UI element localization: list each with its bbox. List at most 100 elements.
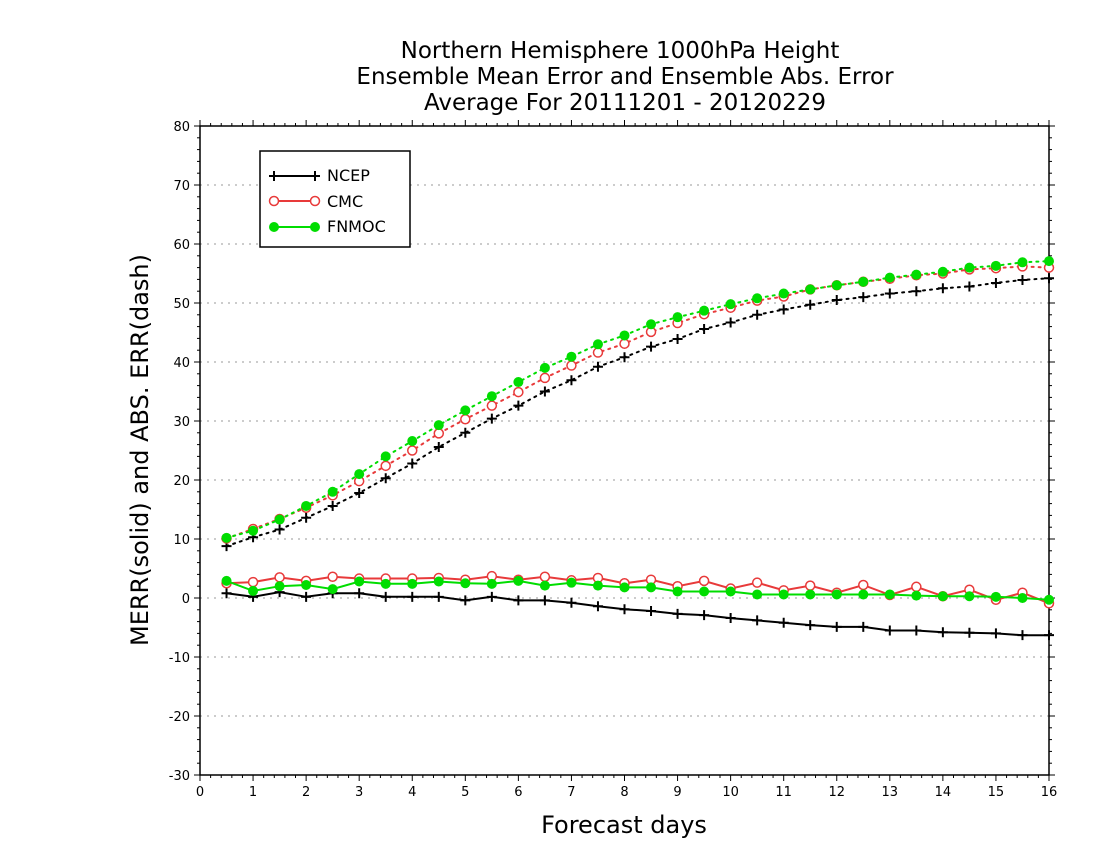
merr-point-fnmoc <box>1017 593 1028 603</box>
abs-err-point-ncep <box>858 292 869 303</box>
merr-point-ncep <box>354 588 365 599</box>
merr-point-cmc <box>539 571 551 583</box>
y-tick-label: 60 <box>173 238 190 253</box>
merr-point-ncep <box>831 621 842 632</box>
merr-point-fnmoc <box>646 582 657 593</box>
legend-marker-cmc <box>309 195 321 207</box>
merr-point-ncep <box>672 608 683 619</box>
y-tick-label: 30 <box>173 415 190 430</box>
legend-label-cmc: CMC <box>327 192 363 211</box>
merr-point-ncep <box>937 627 948 638</box>
chart-title-line-3: Average For 20111201 - 20120229 <box>424 90 826 116</box>
legend-marker-fnmoc <box>310 222 320 232</box>
series-fnmoc <box>221 256 1054 605</box>
abs-err-point-ncep <box>911 286 922 297</box>
x-tick-label: 9 <box>673 785 681 800</box>
abs-err-point-fnmoc <box>460 405 471 416</box>
merr-point-cmc <box>698 575 710 587</box>
abs-err-point-fnmoc <box>380 451 391 462</box>
merr-point-fnmoc <box>460 578 471 589</box>
merr-point-ncep <box>646 605 657 616</box>
abs-err-point-ncep <box>407 458 418 469</box>
merr-point-ncep <box>539 595 550 606</box>
merr-point-fnmoc <box>486 578 497 589</box>
merr-point-ncep <box>486 591 497 602</box>
y-axis-title: MERR(solid) and ABS. ERR(dash) <box>126 254 154 646</box>
merr-point-ncep <box>752 615 763 626</box>
merr-point-fnmoc <box>301 580 312 591</box>
abs-err-point-fnmoc <box>699 305 710 316</box>
legend-marker-fnmoc <box>269 222 279 232</box>
abs-err-point-fnmoc <box>539 362 550 373</box>
merr-point-fnmoc <box>619 582 630 593</box>
merr-point-ncep <box>778 617 789 628</box>
abs-err-point-ncep <box>539 386 550 397</box>
y-tick-label: 40 <box>173 356 190 371</box>
abs-err-point-ncep <box>831 295 842 306</box>
abs-err-point-fnmoc <box>592 339 603 350</box>
abs-err-point-fnmoc <box>964 262 975 273</box>
plot-data <box>221 256 1055 641</box>
merr-point-cmc <box>858 579 869 591</box>
merr-point-fnmoc <box>407 578 418 589</box>
abs-err-point-fnmoc <box>937 266 948 277</box>
abs-err-point-ncep <box>380 473 391 484</box>
merr-point-ncep <box>380 591 391 602</box>
abs-err-point-ncep <box>301 512 312 523</box>
legend-marker-cmc <box>268 195 280 207</box>
abs-err-point-ncep <box>699 323 710 334</box>
merr-point-fnmoc <box>380 578 391 589</box>
merr-point-ncep <box>699 610 710 621</box>
series-ncep <box>221 273 1054 641</box>
abs-err-point-ncep <box>725 317 736 328</box>
merr-point-fnmoc <box>884 589 895 600</box>
abs-err-point-fnmoc <box>566 351 577 362</box>
x-tick-label: 7 <box>567 785 575 800</box>
merr-point-ncep <box>619 604 630 615</box>
x-tick-label: 10 <box>722 785 739 800</box>
abs-err-point-ncep <box>964 281 975 292</box>
merr-point-ncep <box>592 601 603 612</box>
legend-marker-ncep <box>310 171 320 181</box>
abs-err-point-fnmoc <box>619 330 630 341</box>
merr-point-fnmoc <box>566 577 577 588</box>
abs-err-point-ncep <box>805 299 816 310</box>
merr-point-cmc <box>751 577 763 588</box>
abs-err-point-cmc <box>486 400 498 411</box>
x-tick-label: 0 <box>196 785 204 800</box>
merr-point-cmc <box>804 580 816 591</box>
grid-lines <box>200 184 1049 717</box>
abs-err-point-ncep <box>778 304 789 315</box>
merr-point-ncep <box>1017 630 1028 641</box>
x-tick-label: 3 <box>355 785 363 800</box>
y-tick-label: -10 <box>169 651 190 666</box>
abs-err-line-ncep <box>225 277 1050 548</box>
abs-err-point-fnmoc <box>672 312 683 323</box>
merr-point-ncep <box>805 620 816 631</box>
abs-err-point-cmc <box>566 360 577 371</box>
merr-point-cmc <box>274 572 285 583</box>
abs-err-point-fnmoc <box>407 436 418 447</box>
abs-err-point-fnmoc <box>752 293 763 304</box>
merr-point-fnmoc <box>539 580 550 591</box>
abs-err-point-ncep <box>1044 273 1054 284</box>
merr-point-fnmoc <box>699 586 710 597</box>
chart-title-line-2: Ensemble Mean Error and Ensemble Abs. Er… <box>356 64 894 90</box>
x-tick-label: 12 <box>828 785 845 800</box>
x-tick-label: 1 <box>249 785 257 800</box>
abs-err-point-cmc <box>460 413 471 425</box>
abs-err-point-ncep <box>646 341 657 352</box>
merr-point-ncep <box>725 613 736 624</box>
abs-err-point-fnmoc <box>1017 257 1028 268</box>
legend-items <box>268 171 321 232</box>
merr-point-fnmoc <box>513 575 524 586</box>
legend-label-fnmoc: FNMOC <box>327 217 386 236</box>
merr-point-fnmoc <box>672 586 683 597</box>
merr-point-fnmoc <box>274 581 285 592</box>
abs-err-point-fnmoc <box>327 486 338 497</box>
x-tick-label: 11 <box>775 785 792 800</box>
abs-err-point-ncep <box>619 352 630 363</box>
merr-point-ncep <box>884 625 895 636</box>
